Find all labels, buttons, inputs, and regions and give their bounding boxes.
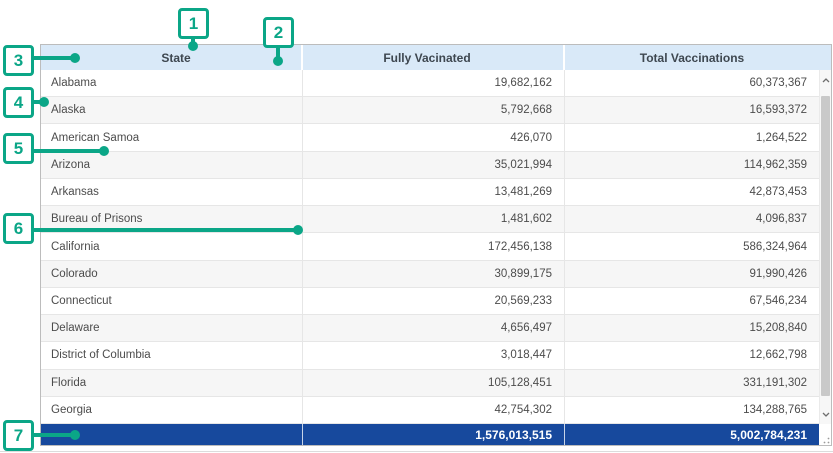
table-body: Alabama 19,682,162 60,373,367 Alaska 5,792,6… [41,70,832,425]
callout-1-box: 1 [178,8,209,39]
fully-vaccinated-cell: 19,682,162 [303,70,565,97]
state-cell: Arizona [41,151,303,178]
table-row: American Samoa 426,070 1,264,522 [41,124,820,152]
state-cell: Arkansas [41,178,303,206]
total-vaccinations-cell: 586,324,964 [743,240,808,253]
summary-total-vaccinations: 5,002,784,231 [565,424,819,445]
table-row: Alaska 5,792,668 16,593,372 [41,97,820,125]
callout-6-box: 6 [3,213,34,244]
scrollbar-thumb[interactable] [821,96,831,396]
total-vaccinations-cell: 114,962,359 [743,158,808,171]
state-cell: Delaware [41,315,303,342]
table-row: Arkansas 13,481,269 42,873,453 [41,178,820,207]
callout-3-anchor-dot [70,53,80,63]
column-header-fully-vaccinated[interactable]: Fully Vacinated [303,45,565,70]
chevron-up-icon [822,77,829,82]
fully-vaccinated-cell: 20,569,233 [303,287,565,315]
total-vaccinations-cell: 16,593,372 [749,104,808,117]
total-vaccinations-cell: 4,096,837 [755,213,808,226]
resize-grip-icon [819,424,831,445]
total-vaccinations-cell: 134,288,765 [743,403,808,416]
column-header-state[interactable]: State [41,45,303,70]
total-vaccinations-cell: 42,873,453 [749,186,808,199]
fully-vaccinated-cell: 5,792,668 [303,97,565,124]
callout-1-anchor-dot [188,41,198,51]
total-vaccinations-cell: 1,264,522 [755,131,808,144]
table-row: Alabama 19,682,162 60,373,367 [41,70,820,98]
fully-vaccinated-cell: 3,018,447 [303,342,565,369]
state-cell: Alabama [41,70,303,97]
scroll-down-button[interactable] [820,406,832,422]
scroll-up-button[interactable] [820,72,832,88]
summary-label-cell [41,424,303,445]
state-cell: Alaska [41,97,303,124]
state-cell: Bureau of Prisons [41,206,303,233]
state-cell: California [41,233,303,260]
callout-2-anchor-dot [273,56,283,66]
total-vaccinations-cell: 15,208,840 [749,322,808,335]
table-row: Florida 105,128,451 331,191,302 [41,369,820,397]
table-row: District of Columbia 3,018,447 12,662,798 [41,342,820,370]
callout-2-box: 2 [263,17,294,48]
callout-5-anchor-dot [99,146,109,156]
state-cell: Connecticut [41,287,303,315]
callout-7-anchor-dot [70,430,80,440]
table-row: Colorado 30,899,175 91,990,426 [41,260,820,288]
state-cell: American Samoa [41,124,303,151]
callout-4-anchor-dot [39,97,49,107]
window-bottom-border [0,451,833,452]
callout-3-box: 3 [3,45,34,76]
total-vaccinations-cell: 67,546,234 [749,294,808,307]
summary-row: 1,576,013,515 5,002,784,231 [41,424,831,445]
state-cell: Colorado [41,260,303,287]
fully-vaccinated-cell: 105,128,451 [303,369,565,396]
callout-5-box: 5 [3,133,34,164]
fully-vaccinated-cell: 30,899,175 [303,260,565,287]
callout-6-leader-line [34,228,298,232]
fully-vaccinated-cell: 172,456,138 [303,233,565,260]
state-cell: Georgia [41,396,303,424]
state-cell: District of Columbia [41,342,303,369]
fully-vaccinated-cell: 4,656,497 [303,315,565,342]
total-vaccinations-cell: 60,373,367 [749,77,808,90]
fully-vaccinated-cell: 1,481,602 [303,206,565,233]
callout-3-leader-line [34,56,75,60]
callout-5-leader-line [34,149,104,153]
total-vaccinations-cell: 91,990,426 [749,267,808,280]
fully-vaccinated-cell: 13,481,269 [303,178,565,206]
callout-2-leader-line [276,48,280,61]
vaccinations-table: State Fully Vacinated Total Vaccinations… [40,44,832,446]
table-row: Georgia 42,754,302 134,288,765 [41,396,820,425]
table-row: Arizona 35,021,994 114,962,359 [41,151,820,179]
fully-vaccinated-cell: 426,070 [303,124,565,151]
table-row: Connecticut 20,569,233 67,546,234 [41,287,820,316]
table-rows: Alabama 19,682,162 60,373,367 Alaska 5,792,6… [41,70,820,425]
table-header-row: State Fully Vacinated Total Vaccinations [41,45,831,70]
chevron-down-icon [822,412,829,417]
total-vaccinations-cell: 331,191,302 [743,376,808,389]
callout-7-leader-line [34,433,75,437]
callout-6-anchor-dot [293,225,303,235]
table-row: Delaware 4,656,497 15,208,840 [41,315,820,343]
table-row: California 172,456,138 586,324,964 [41,233,820,261]
total-vaccinations-cell: 12,662,798 [749,349,808,362]
vertical-scrollbar[interactable] [819,70,832,424]
callout-7-box: 7 [3,420,34,451]
fully-vaccinated-cell: 42,754,302 [303,396,565,424]
fully-vaccinated-cell: 35,021,994 [303,151,565,178]
column-header-total-vaccinations[interactable]: Total Vaccinations [639,50,745,65]
callout-4-box: 4 [3,87,34,118]
summary-fully-vaccinated: 1,576,013,515 [303,424,565,445]
state-cell: Florida [41,369,303,396]
